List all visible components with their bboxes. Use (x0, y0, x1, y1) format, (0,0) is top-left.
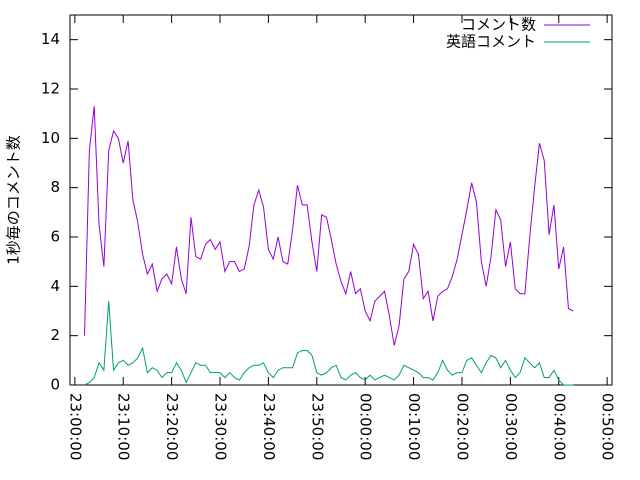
y-tick-label: 2 (50, 326, 60, 344)
x-tick-label: 00:40:00 (550, 393, 568, 460)
x-tick-label: 00:50:00 (599, 393, 617, 460)
x-tick-label: 23:50:00 (308, 393, 326, 460)
x-tick-label: 23:30:00 (212, 393, 230, 460)
x-tick-label: 23:00:00 (66, 393, 84, 460)
series-line (84, 106, 574, 346)
plot-frame (69, 14, 613, 386)
x-tick-label: 23:10:00 (115, 393, 133, 460)
y-tick-label: 6 (50, 228, 60, 246)
y-axis-label: 1秒毎のコメント数 (5, 135, 23, 265)
x-tick-label: 00:10:00 (405, 393, 423, 460)
y-tick-label: 14 (41, 30, 60, 48)
y-tick-label: 0 (50, 376, 60, 394)
y-tick-label: 4 (50, 277, 60, 295)
series-line (84, 301, 574, 386)
x-tick-label: 23:20:00 (163, 393, 181, 460)
x-tick-label: 23:40:00 (260, 393, 278, 460)
y-tick-label: 12 (41, 80, 60, 98)
y-tick-label: 8 (50, 178, 60, 196)
x-tick-label: 00:20:00 (453, 393, 471, 460)
x-tick-label: 00:30:00 (502, 393, 520, 460)
y-tick-label: 10 (41, 129, 60, 147)
legend-label: 英語コメント (446, 33, 536, 51)
x-tick-label: 00:00:00 (357, 393, 375, 460)
legend-label: コメント数 (461, 16, 536, 34)
